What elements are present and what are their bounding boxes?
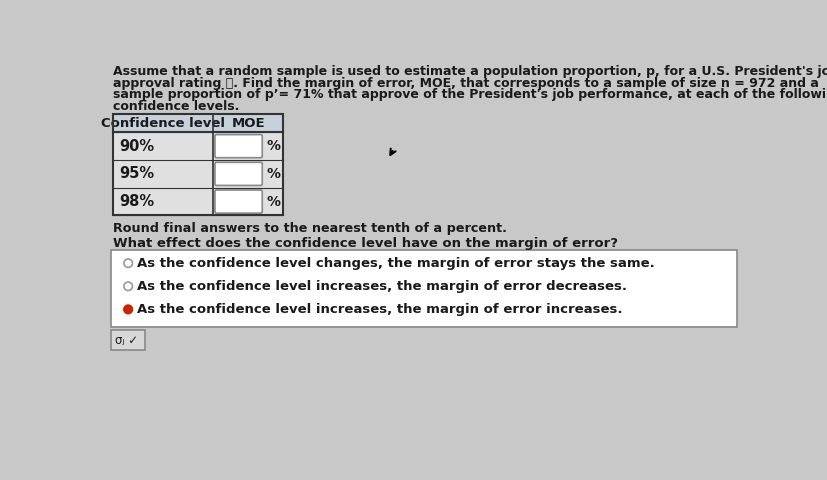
- Bar: [112, 188, 283, 216]
- Text: %: %: [266, 194, 280, 209]
- Bar: [111, 250, 737, 327]
- Circle shape: [124, 305, 132, 313]
- Circle shape: [125, 306, 131, 313]
- Text: %: %: [266, 167, 280, 181]
- Circle shape: [124, 282, 132, 290]
- Text: 98%: 98%: [119, 194, 154, 209]
- FancyBboxPatch shape: [215, 134, 262, 158]
- Text: sample proportion of p’= 71% that approve of the President's job performance, at: sample proportion of p’= 71% that approv…: [112, 88, 827, 101]
- Text: 90%: 90%: [119, 139, 154, 154]
- Text: approval rating ⓘ. Find the margin of error, MOE, that corresponds to a sample o: approval rating ⓘ. Find the margin of er…: [112, 77, 819, 90]
- Bar: [112, 114, 283, 132]
- Text: %: %: [266, 139, 280, 153]
- Text: As the confidence level increases, the margin of error decreases.: As the confidence level increases, the m…: [137, 280, 628, 293]
- Bar: [112, 132, 283, 160]
- Bar: [111, 330, 146, 350]
- FancyBboxPatch shape: [215, 190, 262, 213]
- Text: MOE: MOE: [232, 117, 265, 130]
- Text: 95%: 95%: [119, 167, 154, 181]
- Text: What effect does the confidence level have on the margin of error?: What effect does the confidence level ha…: [112, 237, 618, 250]
- Text: Confidence level: Confidence level: [101, 117, 225, 130]
- Circle shape: [124, 259, 132, 267]
- Text: confidence levels.: confidence levels.: [112, 100, 239, 113]
- Text: As the confidence level increases, the margin of error increases.: As the confidence level increases, the m…: [137, 303, 623, 316]
- Text: σⱼ ✓: σⱼ ✓: [115, 334, 138, 347]
- FancyBboxPatch shape: [215, 162, 262, 185]
- Text: Round final answers to the nearest tenth of a percent.: Round final answers to the nearest tenth…: [112, 222, 507, 235]
- Text: As the confidence level changes, the margin of error stays the same.: As the confidence level changes, the mar…: [137, 257, 655, 270]
- Bar: [112, 160, 283, 188]
- Bar: [112, 114, 283, 216]
- Text: Assume that a random sample is used to estimate a population proportion, p, for : Assume that a random sample is used to e…: [112, 65, 827, 78]
